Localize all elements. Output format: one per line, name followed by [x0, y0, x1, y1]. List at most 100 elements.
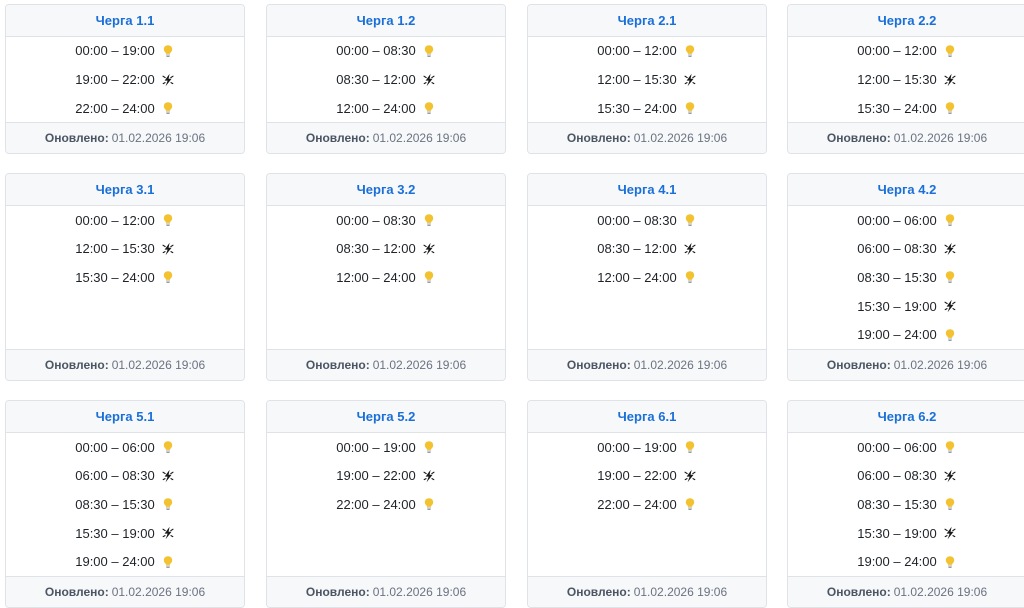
slot-time: 19:00 – 22:00	[75, 72, 155, 87]
slot-time: 12:00 – 24:00	[336, 269, 416, 285]
schedule-list: 00:00 – 08:30 08:30 – 12:00 12:00 – 24:00	[267, 206, 505, 349]
updated-label: Оновлено:	[826, 131, 891, 146]
queue-card: Черга 2.1 00:00 – 12:00 12:00 – 15:30 15:30…	[527, 4, 767, 154]
updated-label: Оновлено:	[566, 585, 631, 599]
updated-label: Оновлено:	[44, 358, 109, 372]
schedule-list: 00:00 – 19:00 19:00 – 22:00 22:00 – 24:00	[267, 433, 505, 576]
bulb-icon	[161, 440, 175, 454]
queue-title[interactable]: Черга 5.2	[267, 401, 505, 433]
no-power-icon	[943, 526, 957, 540]
schedule-slot: 19:00 – 24:00	[6, 547, 244, 576]
updated-timestamp: 01.02.2026 19:06	[633, 131, 728, 146]
slot-time: 00:00 – 19:00	[336, 439, 416, 455]
schedule-slot: 22:00 – 24:00	[267, 490, 505, 519]
queue-title[interactable]: Черга 2.1	[528, 5, 766, 37]
card-footer: Оновлено: 01.02.2026 19:06	[528, 349, 766, 380]
bulb-icon	[161, 101, 175, 115]
slot-time: 15:30 – 19:00	[857, 298, 937, 314]
queue-card: Черга 5.1 00:00 – 06:00 06:00 – 08:30 08:30…	[5, 400, 245, 608]
schedule-list: 00:00 – 12:00 12:00 – 15:30 15:30 – 24:00	[788, 37, 1024, 123]
card-footer: Оновлено: 01.02.2026 19:06	[528, 122, 766, 153]
schedule-list: 00:00 – 19:00 19:00 – 22:00 22:00 – 24:00	[528, 433, 766, 576]
updated-timestamp: 01.02.2026 19:06	[111, 358, 206, 372]
updated-label: Оновлено:	[305, 131, 370, 146]
card-footer: Оновлено: 01.02.2026 19:06	[267, 122, 505, 153]
bulb-icon	[683, 101, 697, 115]
schedule-slot: 19:00 – 24:00	[788, 320, 1024, 349]
queue-card: Черга 6.1 00:00 – 19:00 19:00 – 22:00 22:00…	[527, 400, 767, 608]
slot-time: 19:00 – 22:00	[597, 468, 677, 484]
no-power-icon	[683, 242, 697, 256]
queue-title[interactable]: Черга 1.2	[267, 5, 505, 37]
schedule-slot: 19:00 – 22:00	[528, 462, 766, 491]
card-footer: Оновлено: 01.02.2026 19:06	[788, 122, 1024, 153]
bulb-icon	[943, 270, 957, 284]
updated-label: Оновлено:	[305, 585, 370, 599]
queue-title[interactable]: Черга 1.1	[6, 5, 244, 37]
queue-card: Черга 5.2 00:00 – 19:00 19:00 – 22:00 22:00…	[266, 400, 506, 608]
schedule-slot: 00:00 – 12:00	[528, 37, 766, 66]
queue-title[interactable]: Черга 3.2	[267, 174, 505, 206]
queue-title[interactable]: Черга 5.1	[6, 401, 244, 433]
slot-time: 06:00 – 08:30	[857, 468, 937, 484]
schedule-slot: 15:30 – 24:00	[788, 94, 1024, 123]
updated-timestamp: 01.02.2026 19:06	[111, 585, 206, 599]
slot-time: 15:30 – 24:00	[75, 269, 155, 285]
slot-time: 12:00 – 15:30	[75, 241, 155, 257]
updated-label: Оновлено:	[566, 358, 631, 372]
queue-card: Черга 2.2 00:00 – 12:00 12:00 – 15:30 15:30…	[787, 4, 1024, 154]
no-power-icon	[161, 73, 175, 87]
schedule-slot: 00:00 – 12:00	[6, 206, 244, 235]
schedule-slot: 12:00 – 15:30	[6, 235, 244, 264]
schedule-slot: 12:00 – 24:00	[267, 94, 505, 123]
schedule-slot: 12:00 – 24:00	[267, 263, 505, 292]
schedule-slot: 22:00 – 24:00	[6, 94, 244, 123]
bulb-icon	[422, 440, 436, 454]
updated-timestamp: 01.02.2026 19:06	[893, 585, 988, 599]
slot-time: 22:00 – 24:00	[336, 496, 416, 512]
bulb-icon	[422, 213, 436, 227]
queue-title[interactable]: Черга 6.1	[528, 401, 766, 433]
no-power-icon	[943, 242, 957, 256]
queue-title[interactable]: Черга 4.2	[788, 174, 1024, 206]
slot-time: 08:30 – 15:30	[857, 269, 937, 285]
schedule-slot: 19:00 – 24:00	[788, 547, 1024, 576]
schedule-slot: 08:30 – 12:00	[528, 235, 766, 264]
bulb-icon	[683, 497, 697, 511]
queue-title[interactable]: Черга 6.2	[788, 401, 1024, 433]
schedule-slot: 06:00 – 08:30	[788, 235, 1024, 264]
queue-title[interactable]: Черга 4.1	[528, 174, 766, 206]
card-footer: Оновлено: 01.02.2026 19:06	[267, 576, 505, 607]
schedule-slot: 00:00 – 08:30	[267, 37, 505, 66]
bulb-icon	[943, 440, 957, 454]
schedule-slot: 08:30 – 15:30	[788, 490, 1024, 519]
slot-time: 08:30 – 12:00	[336, 72, 416, 87]
queue-title[interactable]: Черга 2.2	[788, 5, 1024, 37]
schedule-slot: 00:00 – 19:00	[267, 433, 505, 462]
card-footer: Оновлено: 01.02.2026 19:06	[6, 576, 244, 607]
card-footer: Оновлено: 01.02.2026 19:06	[788, 349, 1024, 380]
slot-time: 19:00 – 22:00	[336, 468, 416, 484]
bulb-icon	[422, 101, 436, 115]
no-power-icon	[422, 73, 436, 87]
slot-time: 00:00 – 19:00	[597, 439, 677, 455]
schedule-list: 00:00 – 06:00 06:00 – 08:30 08:30 – 15:30 1…	[6, 433, 244, 576]
schedule-slot: 12:00 – 24:00	[528, 263, 766, 292]
slot-time: 00:00 – 06:00	[857, 212, 937, 228]
queue-title[interactable]: Черга 3.1	[6, 174, 244, 206]
schedule-list: 00:00 – 12:00 12:00 – 15:30 15:30 – 24:00	[528, 37, 766, 123]
slot-time: 22:00 – 24:00	[597, 496, 677, 512]
slot-time: 00:00 – 12:00	[75, 212, 155, 228]
schedule-slot: 19:00 – 22:00	[267, 462, 505, 491]
slot-time: 22:00 – 24:00	[75, 100, 155, 116]
bulb-icon	[422, 44, 436, 58]
updated-timestamp: 01.02.2026 19:06	[372, 131, 467, 146]
queue-card: Черга 4.2 00:00 – 06:00 06:00 – 08:30 08:30…	[787, 173, 1024, 381]
slot-time: 12:00 – 24:00	[597, 269, 677, 285]
updated-label: Оновлено:	[305, 358, 370, 372]
schedule-slot: 22:00 – 24:00	[528, 490, 766, 519]
schedule-slot: 15:30 – 19:00	[788, 292, 1024, 321]
slot-time: 00:00 – 06:00	[75, 439, 155, 455]
schedule-slot: 06:00 – 08:30	[6, 462, 244, 491]
schedule-slot: 12:00 – 15:30	[788, 65, 1024, 94]
